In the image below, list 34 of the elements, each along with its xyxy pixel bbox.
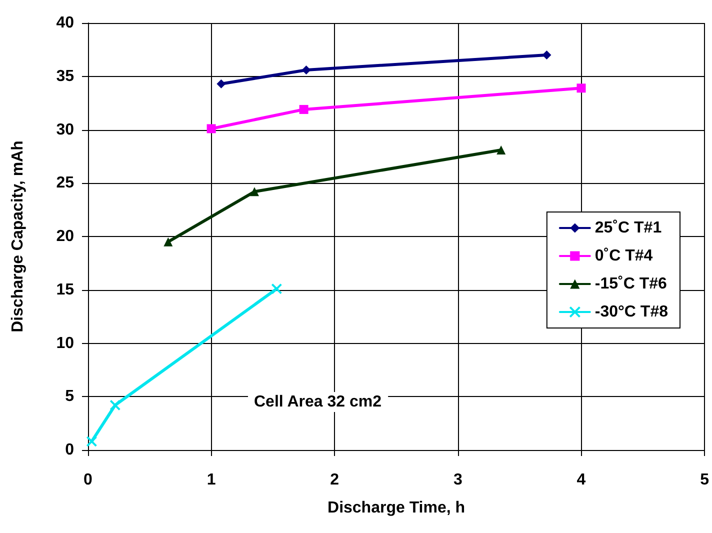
x-tick-label: 3: [453, 472, 462, 488]
x-tick-label: 4: [576, 472, 586, 488]
x-tick-label: 5: [700, 472, 710, 488]
point: [110, 400, 121, 411]
legend-label: 0˚C T#4: [594, 248, 653, 264]
y-tick-label: 10: [56, 334, 74, 352]
point: [271, 283, 282, 294]
y-tick-label: 30: [56, 121, 74, 138]
y-tick-label: 5: [65, 388, 74, 406]
point: [86, 436, 98, 447]
x-tick-label: 2: [330, 472, 340, 488]
y-tick-label: 0: [65, 442, 74, 458]
point: [206, 124, 216, 134]
annotation: Cell Area 32 cm2: [254, 394, 382, 410]
legend-label: -30°C T#8: [594, 304, 668, 320]
point: [542, 50, 552, 60]
x-tick-label: 0: [84, 472, 93, 488]
y-tick-label: 20: [56, 228, 74, 245]
point: [299, 104, 308, 114]
point: [302, 65, 311, 74]
legend-label: 25˚C T#1: [594, 220, 662, 236]
point: [164, 237, 173, 246]
legend-label: -15˚C T#6: [594, 276, 668, 292]
point: [250, 187, 259, 196]
y-tick-label: 40: [56, 14, 74, 32]
y-tick-label: 25: [56, 174, 74, 192]
point: [216, 79, 226, 88]
point: [496, 146, 506, 155]
x-axis-title: Discharge Time, h: [328, 500, 466, 516]
x-tick-label: 1: [206, 472, 216, 488]
y-tick-label: 15: [56, 281, 74, 298]
point: [576, 84, 586, 93]
y-axis-title: Discharge Capacity, mAh: [10, 140, 26, 332]
y-tick-label: 35: [56, 68, 74, 85]
